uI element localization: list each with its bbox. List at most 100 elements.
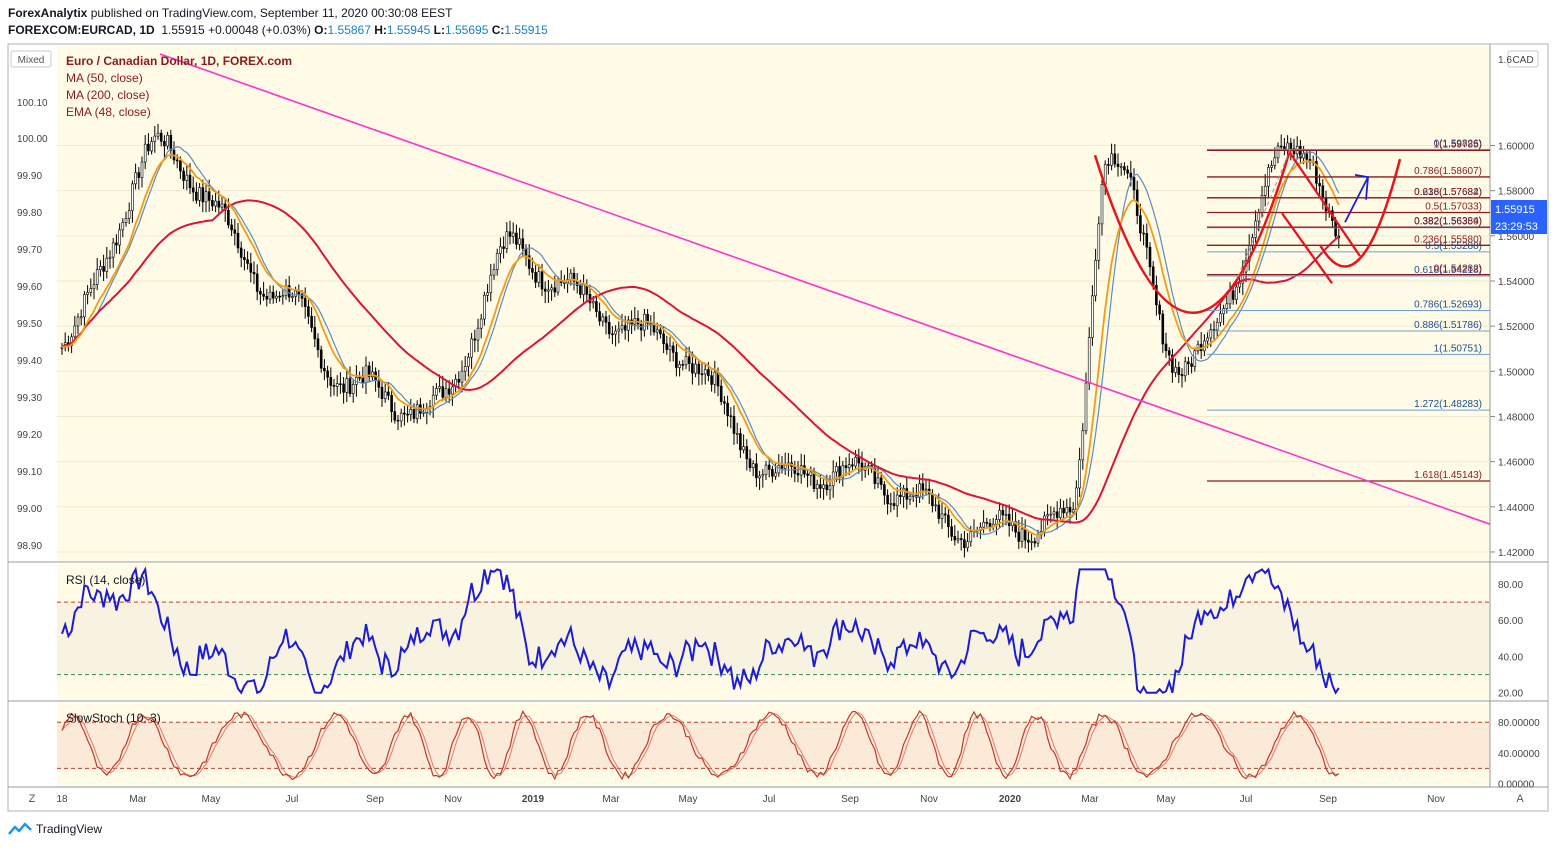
candle-body [611, 333, 614, 336]
x-tick-label: Jul [1240, 794, 1253, 805]
candle-body [1276, 145, 1280, 159]
candle-body [1273, 157, 1277, 166]
candle-body [351, 384, 355, 394]
mixed-button[interactable] [10, 50, 52, 68]
candle-body [188, 174, 192, 189]
candle-body [131, 183, 134, 211]
candle-body [227, 209, 230, 226]
fib-level-label: 0.786(1.52693) [1414, 299, 1482, 310]
candle-body [147, 143, 150, 152]
candle-body [678, 364, 681, 368]
currency-button[interactable] [1507, 50, 1539, 68]
candle-body [342, 383, 345, 393]
candle-body [1161, 313, 1165, 345]
candle-body [582, 284, 585, 295]
candle-body [1065, 507, 1069, 514]
candle-body [710, 375, 713, 385]
candle-body [316, 338, 320, 351]
scale-left-button[interactable]: Z [29, 793, 36, 805]
chart-canvas[interactable]: 100.00 99.90 99.80 99.70 99.60 99.50 99.40 99.3… [0, 0, 1559, 812]
candle-body [1004, 513, 1008, 516]
x-tick-label: Mar [1081, 794, 1099, 805]
candle-body [755, 463, 758, 479]
candle-body [937, 504, 941, 519]
candle-body [1043, 515, 1046, 532]
fib-level-label: 1.272(1.48283) [1414, 399, 1482, 410]
scale-auto-button[interactable]: A [1516, 793, 1524, 805]
candle-body [1084, 382, 1088, 432]
x-tick-label: Jul [763, 794, 776, 805]
published-text: published on TradingView.com, September … [90, 6, 453, 20]
candle-body [1318, 183, 1321, 187]
candle-body [470, 338, 473, 358]
cup-pattern-curve [1093, 149, 1292, 314]
candle-body [239, 247, 243, 258]
candle-body [947, 514, 950, 528]
price-tag-text: 1.55915 [1495, 204, 1535, 216]
candle-body [105, 257, 109, 272]
candle-body [265, 296, 269, 300]
candle-body [1129, 172, 1133, 178]
candle-body [966, 541, 969, 548]
publisher-name: ForexAnalytix [8, 6, 88, 20]
candle-body [742, 446, 745, 451]
candle-body [412, 408, 416, 419]
candle-body [291, 296, 294, 298]
candle-body [102, 266, 105, 272]
candle-body [828, 485, 832, 491]
candle-body [460, 370, 464, 383]
candle-body [1139, 215, 1142, 234]
high-label: H: [374, 23, 387, 37]
candle-body [543, 288, 547, 292]
candle-body [476, 327, 480, 341]
right-tick-label: 1.48000 [1498, 412, 1535, 423]
candle-body [1017, 531, 1021, 542]
candle-body [511, 232, 515, 237]
candle-body [998, 510, 1001, 520]
x-tick-label: 2019 [522, 794, 545, 805]
candle-body [1068, 507, 1072, 513]
candle-body [1055, 511, 1059, 518]
candle-body [252, 271, 256, 275]
projection-arrow [1344, 176, 1369, 223]
rsi-line [61, 566, 1340, 695]
ema48-line [61, 153, 1340, 536]
candle-body [681, 364, 685, 366]
x-tick-label: May [679, 794, 698, 805]
candle-body [729, 415, 733, 418]
candle-body [819, 484, 822, 489]
handle-curve [1318, 158, 1402, 268]
candle-body [483, 295, 486, 320]
candle-body [115, 242, 118, 246]
candle-body [697, 363, 701, 375]
candle-body [323, 367, 326, 372]
countdown-tag [1491, 217, 1547, 234]
candle-body [1030, 541, 1033, 543]
candle-body [303, 298, 307, 307]
candle-body [332, 385, 336, 387]
right-tick-label: 1.52000 [1498, 322, 1535, 333]
candle-body [249, 263, 253, 273]
candle-body [451, 386, 454, 395]
candle-body [1270, 165, 1273, 168]
candle-body [815, 484, 819, 489]
descending-trendline [159, 53, 1491, 525]
last-price: 1.55915 [161, 23, 205, 37]
price-tag [1491, 200, 1547, 217]
candle-body [665, 343, 669, 350]
candle-body [259, 291, 262, 295]
candle-body [953, 536, 957, 541]
candle-body [243, 257, 246, 260]
candle-body [134, 172, 137, 185]
candle-body [892, 503, 896, 507]
chart-title: Euro / Canadian Dollar, 1D, FOREX.com [66, 54, 292, 68]
left-tick-label: 99.70 [17, 245, 42, 256]
candle-body [527, 255, 531, 269]
rsi-tick-label: 40.00 [1498, 652, 1523, 663]
candle-body [127, 210, 131, 219]
candle-body [137, 172, 141, 178]
candle-body [985, 521, 989, 524]
candle-body [159, 132, 163, 142]
candle-body [406, 413, 409, 416]
candle-body [623, 325, 627, 331]
